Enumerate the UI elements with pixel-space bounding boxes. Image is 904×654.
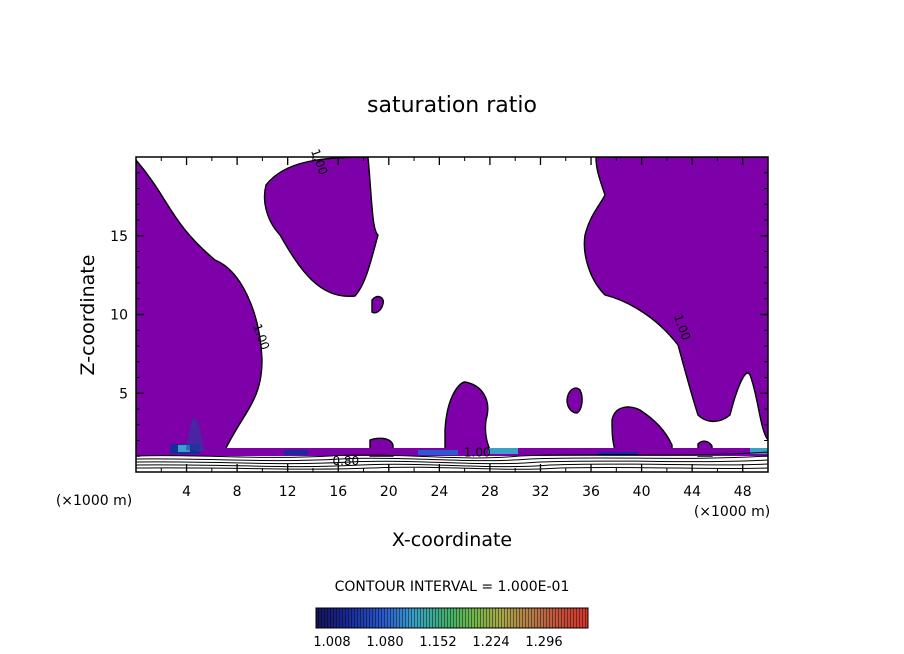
colorbar-ticks: 1.008 1.080 1.152 1.224 1.296 [313, 635, 562, 650]
contour-band [178, 445, 190, 452]
contour-band [186, 417, 205, 452]
colorbar-tick-label: 1.296 [525, 635, 562, 650]
contour-lines [136, 451, 768, 470]
y-tick-label: 5 [119, 386, 128, 402]
x-tick-label: 44 [683, 484, 701, 500]
contour-region [583, 157, 768, 442]
contour-label: 0.80 [332, 454, 359, 468]
contour-band [418, 450, 458, 455]
colorbar-border [315, 607, 589, 629]
x-tick-label: 28 [481, 484, 499, 500]
colorbar-tick-label: 1.152 [419, 635, 456, 650]
contour-region [136, 158, 263, 451]
x-tick-label: 4 [182, 484, 191, 500]
x-tick-label: 24 [430, 484, 448, 500]
contour-region [611, 406, 673, 451]
x-tick-label: 36 [582, 484, 600, 500]
x-tick-label: 16 [329, 484, 347, 500]
contour-region [263, 157, 379, 297]
contour-label: 1.00 [464, 445, 491, 459]
colorbar [315, 607, 589, 629]
plot-area [136, 157, 768, 470]
x-tick-label: 12 [279, 484, 297, 500]
colorbar-tick-label: 1.008 [313, 635, 350, 650]
contour-band [284, 450, 308, 455]
y-axis-label: Z-coordinate [77, 255, 99, 376]
contour-interval-text: CONTOUR INTERVAL = 1.000E-01 [335, 579, 570, 595]
contour-band [488, 448, 518, 454]
contour-region [566, 387, 583, 414]
contour-region [444, 381, 492, 451]
x-unit-label: (×1000 m) [694, 504, 770, 520]
x-tick-label: 32 [532, 484, 550, 500]
colorbar-stripes [316, 608, 588, 628]
y-tick-label: 10 [110, 308, 128, 324]
x-tick-label: 40 [633, 484, 651, 500]
x-tick-label: 8 [233, 484, 242, 500]
chart-title: saturation ratio [367, 93, 537, 118]
x-tick-label: 48 [734, 484, 752, 500]
contour-band [750, 448, 768, 454]
colorbar-tick-label: 1.080 [366, 635, 403, 650]
x-axis-label: X-coordinate [392, 529, 512, 551]
contour-region [371, 295, 384, 314]
y-unit-label: (×1000 m) [56, 493, 132, 509]
colorbar-tick-label: 1.224 [472, 635, 509, 650]
contour-band [598, 452, 638, 456]
y-tick-label: 15 [110, 229, 128, 245]
x-tick-label: 20 [380, 484, 398, 500]
